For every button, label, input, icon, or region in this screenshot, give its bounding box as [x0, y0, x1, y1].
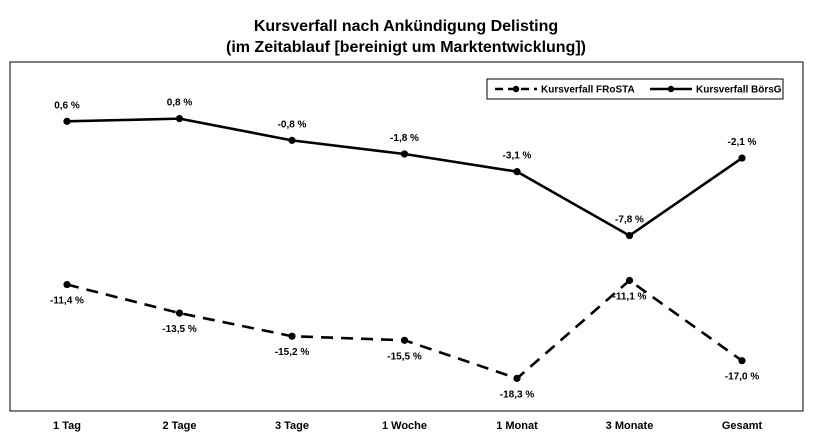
chart-subtitle: (im Zeitablauf [bereinigt um Marktentwic… — [226, 39, 586, 56]
x-tick-label: 1 Monat — [496, 420, 538, 432]
data-point-frosta — [625, 276, 634, 285]
data-label-boersg: 0,8 % — [167, 98, 193, 109]
data-point-frosta — [63, 280, 71, 289]
chart-title: Kursverfall nach Ankündigung Delisting — [254, 18, 558, 35]
data-point-frosta — [288, 332, 296, 340]
data-point-boersg — [175, 115, 184, 123]
legend-label-boersg: Kursverfall BörsG — [696, 85, 782, 96]
series-layer — [63, 115, 746, 382]
data-label-frosta: -11,4 % — [50, 296, 84, 307]
legend-box — [486, 78, 784, 100]
data-point-frosta — [175, 309, 184, 317]
x-tick-label: 1 Woche — [382, 420, 427, 432]
data-point-frosta — [738, 357, 746, 365]
legend-marker-boersg — [667, 85, 675, 93]
data-point-boersg — [288, 136, 296, 144]
x-tick-label: 3 Tage — [275, 420, 309, 432]
data-label-layer: -11,4 % -13,5 % -15,2 % -15,5 % -18,3 % -11,1… — [50, 98, 759, 401]
data-label-frosta: -13,5 % — [162, 324, 197, 335]
legend-label-frosta: Kursverfall FRoSTA — [541, 85, 635, 96]
data-label-frosta: -15,5 % — [387, 351, 422, 362]
x-tick-label: 1 Tag — [53, 420, 81, 432]
data-point-boersg — [513, 168, 521, 176]
x-tick-label: 3 Monate — [606, 420, 654, 432]
data-point-boersg — [625, 231, 634, 240]
plot-area — [9, 61, 804, 412]
data-point-frosta — [400, 336, 409, 344]
x-tick-layer: 1 Tag 2 Tage 3 Tage 1 Woche 1 Monat 3 Monate G… — [53, 420, 762, 432]
data-point-boersg — [400, 150, 409, 158]
legend-marker-frosta — [512, 85, 520, 93]
data-point-boersg — [738, 154, 746, 162]
data-label-boersg: -2,1 % — [728, 137, 757, 148]
data-label-frosta: -17,0 % — [725, 372, 760, 383]
data-label-frosta: -15,2 % — [275, 347, 310, 358]
data-label-boersg: -1,8 % — [390, 133, 419, 144]
data-point-frosta — [513, 374, 521, 382]
data-label-boersg: -3,1 % — [503, 151, 532, 162]
data-point-boersg — [63, 117, 71, 125]
data-label-boersg: -0,8 % — [278, 119, 307, 130]
data-label-frosta: -18,3 % — [500, 389, 535, 400]
x-tick-label: Gesamt — [722, 420, 763, 432]
data-label-boersg: 0,6 % — [54, 100, 80, 111]
legend: Kursverfall FRoSTA Kursverfall BörsG — [486, 78, 784, 100]
data-label-frosta: -11,1 % — [613, 291, 647, 302]
x-tick-label: 2 Tage — [162, 420, 196, 432]
data-label-boersg: -7,8 % — [615, 215, 644, 226]
